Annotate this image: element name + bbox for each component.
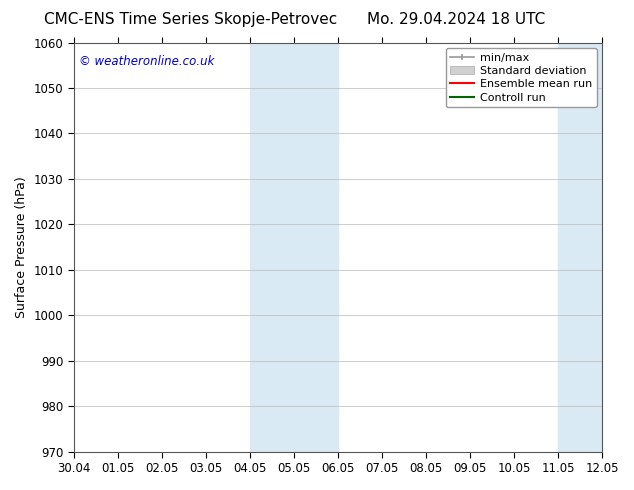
Text: Mo. 29.04.2024 18 UTC: Mo. 29.04.2024 18 UTC [367,12,546,27]
Text: © weatheronline.co.uk: © weatheronline.co.uk [79,55,214,68]
Y-axis label: Surface Pressure (hPa): Surface Pressure (hPa) [15,176,28,318]
Legend: min/max, Standard deviation, Ensemble mean run, Controll run: min/max, Standard deviation, Ensemble me… [446,48,597,107]
Text: CMC-ENS Time Series Skopje-Petrovec: CMC-ENS Time Series Skopje-Petrovec [44,12,337,27]
Bar [558,43,602,452]
Bar [250,43,338,452]
